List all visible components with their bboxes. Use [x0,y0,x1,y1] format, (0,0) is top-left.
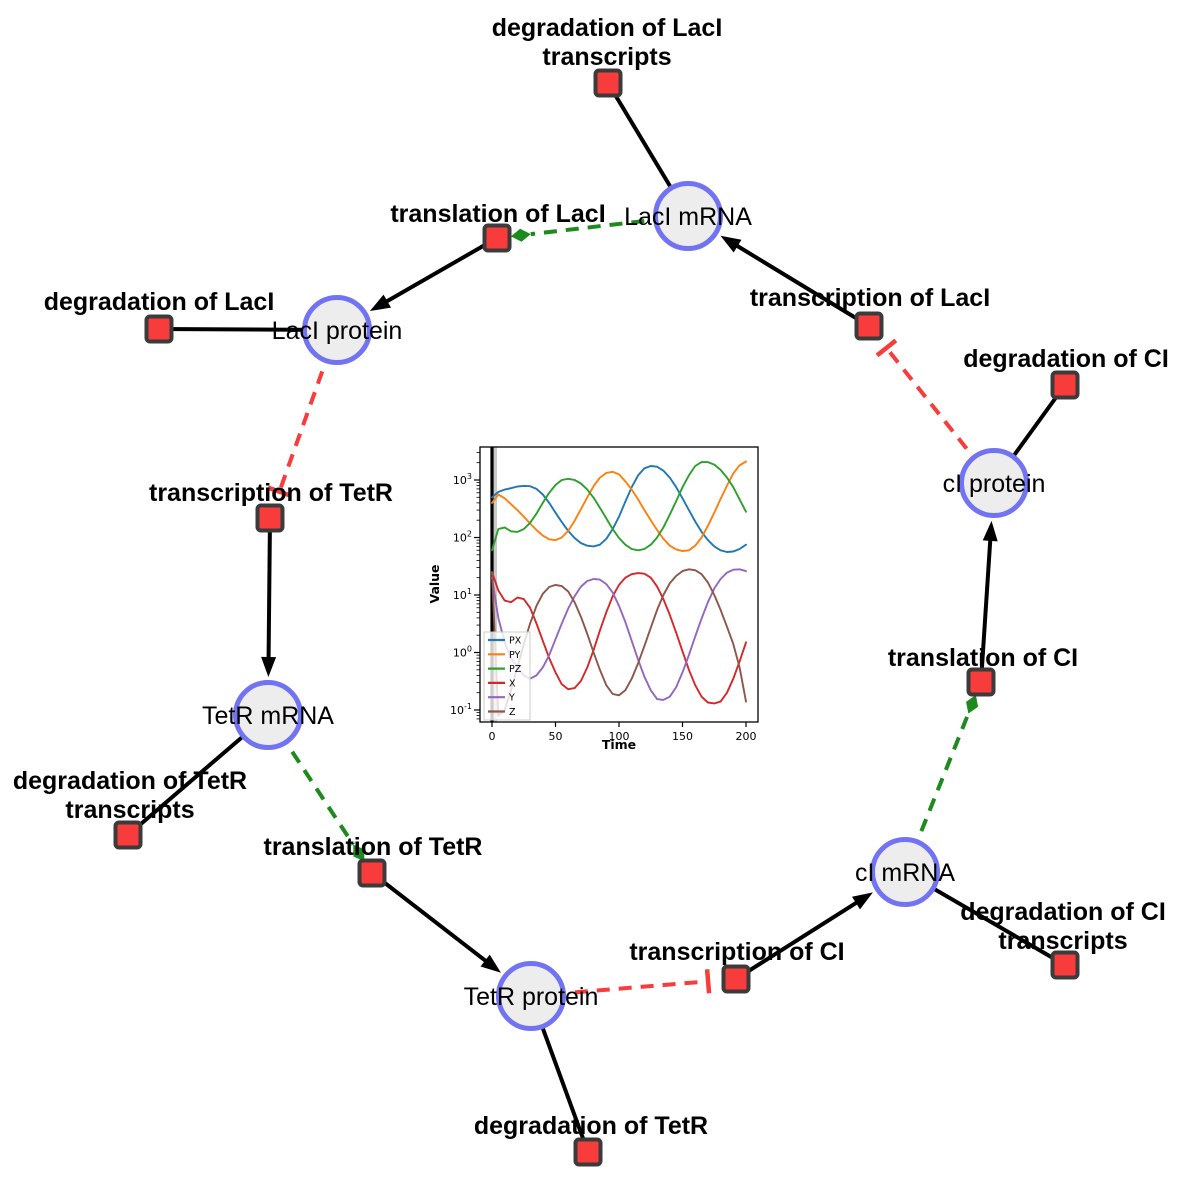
reaction-label-degradation-of-LacI-transcripts-line2: transcripts [542,43,671,71]
reaction-node-transcription-of-CI[interactable] [721,964,751,994]
series-layer [491,460,747,717]
species-label-TetR-protein: TetR protein [464,983,599,1011]
x-tick-label-0: 0 [489,730,496,743]
x-axis: 0 50 100 150 200 [489,722,757,743]
species-node-cI-protein[interactable] [959,448,1029,518]
reaction-label-degradation-of-TetR-transcripts-line1: degradation of TetR [13,767,247,795]
series-line-Y [491,568,747,701]
reaction-node-translation-of-LacI[interactable] [482,223,512,253]
series-line-PY [491,460,747,553]
y-tick-label-1e3: 103 [453,472,472,487]
reaction-label-translation-of-TetR-line1: translation of TetR [264,833,483,861]
reaction-label-transcription-of-LacI-line1: transcription of LacI [750,284,990,312]
edge-product-transcription-of-LacI-to-LacI-mRNA [720,235,871,328]
reaction-node-translation-of-CI[interactable] [966,667,996,697]
edge-product-transcription-of-CI-to-cI-mRNA [734,892,873,981]
species-node-TetR-protein[interactable] [496,961,566,1031]
legend-box [483,631,531,721]
simulation-inset-chart: 0 50 100 150 200 10-1 100 101 102 103 Time Value PX P… [427,441,767,761]
reaction-node-degradation-of-LacI[interactable] [144,314,174,344]
legend-label-PZ: PZ [509,664,522,675]
timeseries-chart: 0 50 100 150 20010-1100101102103TimeValuePXP… [427,446,759,752]
reaction-label-degradation-of-LacI-line1: degradation of LacI [44,288,275,316]
species-node-cI-mRNA[interactable] [870,837,940,907]
species-label-TetR-mRNA: TetR mRNA [202,702,334,730]
reaction-node-transcription-of-TetR[interactable] [255,503,285,533]
reaction-node-translation-of-TetR[interactable] [357,858,387,888]
reaction-node-degradation-of-TetR-transcripts[interactable] [113,820,143,850]
y-tick-label-1e1: 101 [453,587,472,602]
y-tick-label-1e0: 100 [453,645,472,660]
legend-label-X: X [509,678,516,689]
reaction-node-degradation-of-TetR[interactable] [573,1137,603,1167]
series-line-Z [491,568,747,717]
reaction-label-transcription-of-TetR-line1: transcription of TetR [149,479,393,507]
y-axis: 10-1 100 101 102 103 [450,452,480,720]
species-label-cI-protein: cI protein [943,470,1046,498]
series-line-X [491,571,747,705]
species-label-LacI-mRNA: LacI mRNA [624,203,752,231]
y-axis-label: Value [427,564,442,603]
reaction-label-degradation-of-CI-line1: degradation of CI [963,345,1169,373]
reaction-node-degradation-of-CI[interactable] [1050,370,1080,400]
species-node-LacI-mRNA[interactable] [653,181,723,251]
x-tick-label-100: 100 [609,730,630,743]
chart-legend: PX PY PZ XYZ [483,631,531,721]
labels-layer: degradation of LacItranscriptstranslatio… [13,14,1169,1140]
reaction-label-degradation-of-CI-transcripts-line1: degradation of CI [960,898,1166,926]
reaction-node-degradation-of-CI-transcripts[interactable] [1050,950,1080,980]
nodes-layer [113,68,1080,1167]
reaction-label-translation-of-CI-line1: translation of CI [888,644,1078,672]
x-tick-label-200: 200 [736,730,757,743]
reaction-node-degradation-of-LacI-transcripts[interactable] [593,68,623,98]
edge-product-translation-of-CI-to-cI-protein [979,520,998,683]
series-line-PZ [491,461,747,552]
edge-product-translation-of-TetR-to-TetR-protein [370,871,501,973]
species-node-TetR-mRNA[interactable] [233,680,303,750]
x-axis-label: Time [602,737,636,752]
edge-product-translation-of-LacI-to-LacI-protein [369,236,498,312]
reaction-label-degradation-of-CI-transcripts-line2: transcripts [998,927,1127,955]
y-tick-label-1e2: 102 [453,530,472,545]
reaction-label-transcription-of-CI-line1: transcription of CI [629,938,844,966]
reaction-label-degradation-of-TetR-line1: degradation of TetR [474,1112,708,1140]
legend-label-Y: Y [508,693,515,704]
species-label-cI-mRNA: cI mRNA [855,859,955,887]
legend-label-PX: PX [509,636,522,647]
species-node-LacI-protein[interactable] [302,295,372,365]
species-label-LacI-protein: LacI protein [272,317,403,345]
legend-label-PY: PY [509,650,521,661]
y-tick-label-1e-1: 10-1 [450,702,472,717]
reaction-node-transcription-of-LacI[interactable] [854,311,884,341]
reaction-label-translation-of-LacI-line1: translation of LacI [390,200,605,228]
reaction-label-degradation-of-TetR-transcripts-line2: transcripts [65,796,194,824]
reaction-label-degradation-of-LacI-transcripts-line1: degradation of LacI [492,14,723,42]
x-tick-label-150: 150 [672,730,693,743]
x-tick-label-50: 50 [549,730,563,743]
edge-product-transcription-of-TetR-to-TetR-mRNA [261,517,277,678]
legend-label-Z: Z [509,707,516,718]
